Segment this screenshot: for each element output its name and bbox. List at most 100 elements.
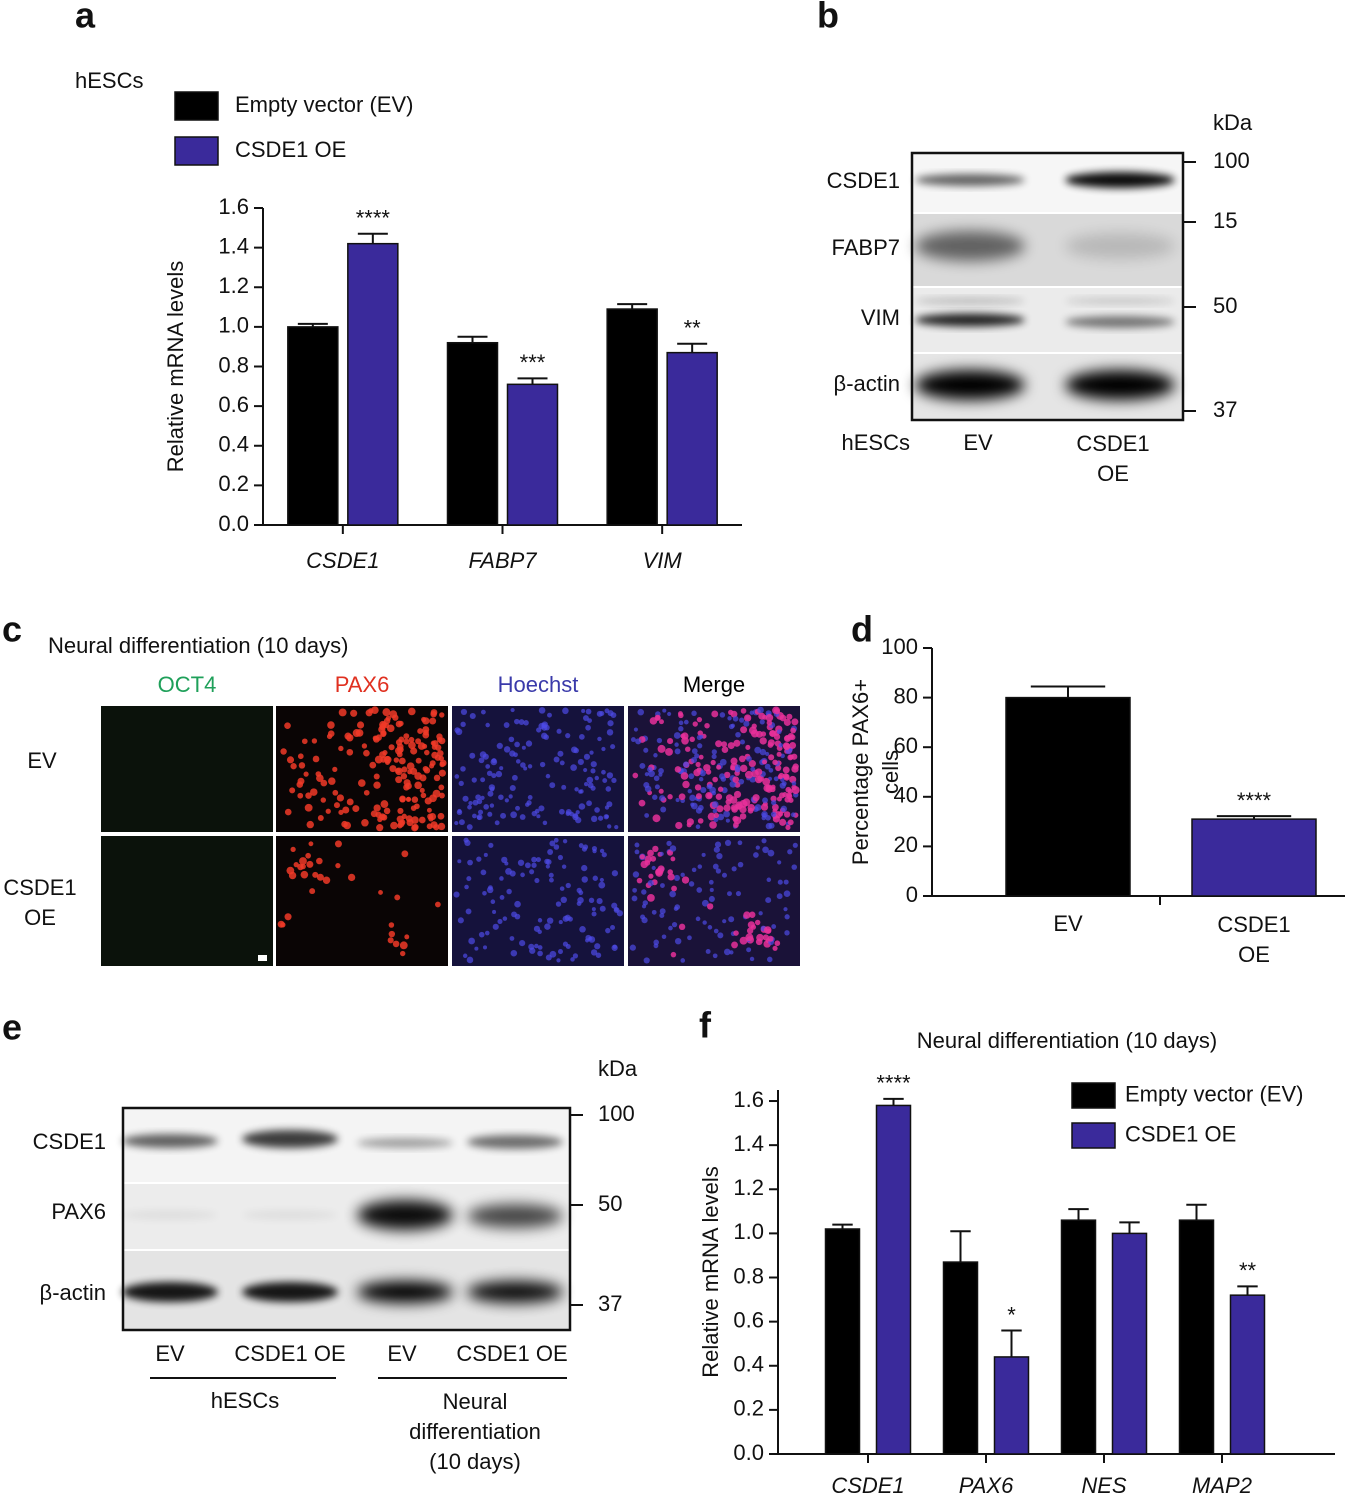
cell-nucleus xyxy=(382,708,391,717)
cell-nucleus xyxy=(725,818,730,823)
cell-nucleus xyxy=(487,790,494,797)
x-tick-label: EV xyxy=(1053,911,1083,936)
cell-nucleus xyxy=(401,766,408,773)
cell-nucleus xyxy=(791,864,798,870)
micrograph xyxy=(276,836,448,966)
cell-nucleus xyxy=(769,730,777,738)
bar xyxy=(606,308,658,526)
cell-nucleus xyxy=(477,809,484,815)
cell-nucleus xyxy=(765,751,770,757)
cell-nucleus xyxy=(389,765,397,773)
cell-nucleus xyxy=(333,802,340,809)
cell-nucleus xyxy=(707,793,713,799)
cell-nucleus xyxy=(303,771,309,777)
legend-label: CSDE1 OE xyxy=(1125,1121,1236,1146)
cell-nucleus xyxy=(583,767,588,773)
significance-label: **** xyxy=(876,1071,911,1096)
cell-nucleus xyxy=(762,812,767,818)
cell-nucleus xyxy=(558,920,563,925)
cell-nucleus xyxy=(767,849,775,857)
cell-nucleus xyxy=(457,917,464,924)
cell-nucleus xyxy=(407,769,413,775)
y-tick-label: 0.0 xyxy=(733,1440,764,1465)
cell-nucleus xyxy=(659,851,664,857)
cell-nucleus xyxy=(509,750,516,757)
cell-nucleus xyxy=(559,886,565,891)
cell-nucleus xyxy=(675,821,683,830)
cell-nucleus xyxy=(297,792,304,799)
unit-label: kDa xyxy=(598,1056,638,1081)
cell-nucleus xyxy=(514,741,520,748)
blot-band xyxy=(1065,233,1175,259)
cell-nucleus xyxy=(334,840,342,848)
cell-nucleus xyxy=(694,784,702,791)
cell-nucleus xyxy=(789,742,797,749)
panel-label: f xyxy=(699,1005,712,1046)
cell-nucleus xyxy=(536,727,542,733)
cell-nucleus xyxy=(482,891,487,896)
cell-nucleus xyxy=(782,766,790,774)
y-tick-label: 0.0 xyxy=(218,511,249,536)
x-tick-label-box: CSDE1 OE xyxy=(1217,912,1290,967)
cell-nucleus xyxy=(454,727,461,734)
bar xyxy=(506,383,559,526)
significance-label: * xyxy=(1007,1302,1016,1327)
error-bar xyxy=(617,303,648,310)
cell-nucleus xyxy=(722,919,727,924)
cell-nucleus xyxy=(693,769,701,777)
cell-nucleus xyxy=(480,709,486,715)
cell-nucleus xyxy=(654,784,660,790)
cell-nucleus xyxy=(320,797,327,803)
cell-nucleus xyxy=(597,736,602,742)
cell-nucleus xyxy=(704,722,710,729)
cell-nucleus xyxy=(606,801,613,808)
blot-band xyxy=(915,297,1025,305)
cell-nucleus xyxy=(433,774,441,782)
cell-nucleus xyxy=(631,895,638,902)
cell-nucleus xyxy=(585,708,592,715)
cell-nucleus xyxy=(375,811,382,818)
cell-nucleus xyxy=(647,893,655,902)
cell-nucleus xyxy=(553,837,559,843)
marker-label: 100 xyxy=(1213,148,1250,173)
blot-row-label: FABP7 xyxy=(832,235,900,260)
cell-nucleus xyxy=(332,766,338,773)
cell-nucleus xyxy=(565,882,571,889)
cell-nucleus xyxy=(336,794,344,802)
scale-bar xyxy=(258,955,267,961)
cell-nucleus xyxy=(717,786,724,792)
cell-nucleus xyxy=(783,735,791,743)
cell-nucleus xyxy=(673,732,681,739)
cell-nucleus xyxy=(527,764,533,769)
cell-nucleus xyxy=(363,749,370,757)
cell-nucleus xyxy=(639,854,645,860)
legend-label: Empty vector (EV) xyxy=(1125,1081,1303,1106)
cell-nucleus xyxy=(723,771,731,779)
cell-nucleus xyxy=(439,759,447,767)
cell-nucleus xyxy=(373,781,381,789)
cell-nucleus xyxy=(673,874,680,881)
cell-nucleus xyxy=(437,812,445,820)
cell-nucleus xyxy=(394,894,401,901)
cell-nucleus xyxy=(533,925,541,932)
cell-nucleus xyxy=(779,818,787,826)
cell-nucleus xyxy=(786,792,792,798)
cell-nucleus xyxy=(413,803,420,810)
bar xyxy=(666,351,718,526)
cell-nucleus xyxy=(476,815,482,820)
cell-nucleus xyxy=(606,772,614,779)
cell-nucleus xyxy=(512,774,518,781)
column-label: OCT4 xyxy=(158,672,217,697)
y-tick-label: 1.4 xyxy=(218,233,249,258)
cell-nucleus xyxy=(465,908,472,915)
cell-nucleus xyxy=(395,768,401,774)
bar xyxy=(942,1261,979,1455)
cell-nucleus xyxy=(578,890,584,896)
cell-nucleus xyxy=(739,764,748,773)
cell-nucleus xyxy=(557,750,564,757)
cell-nucleus xyxy=(317,815,324,821)
legend-swatch xyxy=(174,136,219,166)
cell-nucleus xyxy=(418,816,426,824)
bar xyxy=(875,1104,912,1455)
cell-nucleus xyxy=(595,952,602,958)
